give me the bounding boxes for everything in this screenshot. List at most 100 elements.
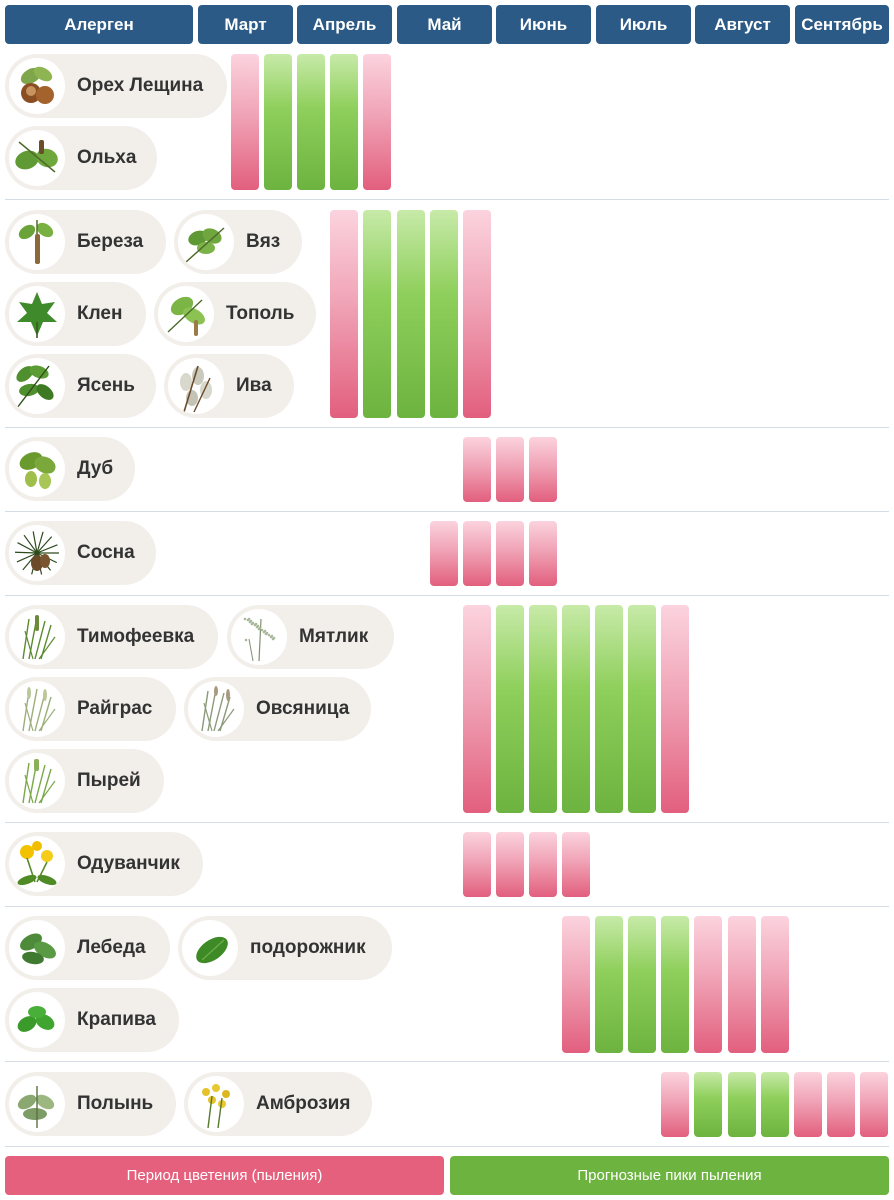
allergen-name: Ольха bbox=[77, 147, 137, 168]
allergen-name: Тополь bbox=[226, 303, 295, 324]
oak-icon bbox=[9, 441, 65, 497]
orache-icon bbox=[9, 920, 65, 976]
peak-bar bbox=[330, 54, 359, 190]
row-divider bbox=[5, 1061, 889, 1062]
bloom-bar bbox=[793, 1072, 822, 1137]
allergen-chip: Пырей bbox=[5, 749, 164, 813]
allergen-chip: Ольха bbox=[5, 126, 157, 190]
bloom-bar bbox=[694, 916, 723, 1053]
peak-bar bbox=[429, 210, 458, 418]
allergen-name: Полынь bbox=[77, 1093, 154, 1114]
allergen-chip: Дуб bbox=[5, 437, 135, 501]
column-header-7: Сентябрь bbox=[795, 5, 889, 44]
bloom-bar bbox=[462, 437, 491, 502]
allergen-name: Береза bbox=[77, 231, 144, 252]
peak-bar bbox=[363, 210, 392, 418]
bluegrass-icon bbox=[231, 609, 287, 665]
peak-bar bbox=[661, 916, 690, 1053]
ash-icon bbox=[9, 358, 65, 414]
row-divider bbox=[5, 427, 889, 428]
allergen-name: Сосна bbox=[77, 542, 135, 563]
bloom-bar bbox=[727, 916, 756, 1053]
column-header-3: Май bbox=[397, 5, 492, 44]
column-header-1: Март bbox=[198, 5, 293, 44]
birch-icon bbox=[9, 214, 65, 270]
peak-bar bbox=[264, 54, 293, 190]
allergen-chip: Орех Лещина bbox=[5, 54, 227, 118]
peak-bar bbox=[495, 605, 524, 813]
allergen-name: Крапива bbox=[77, 1009, 156, 1030]
allergen-name: Лебеда bbox=[77, 937, 146, 958]
allergen-name: Пырей bbox=[77, 770, 141, 791]
bloom-bar bbox=[562, 832, 590, 897]
allergen-chip: Лебеда bbox=[5, 916, 170, 980]
allergen-chip: Крапива bbox=[5, 988, 179, 1052]
legend-green: Прогнозные пики пыления bbox=[450, 1156, 889, 1195]
bloom-bar bbox=[528, 832, 557, 897]
allergen-chip: Амброзия bbox=[184, 1072, 372, 1136]
row-divider bbox=[5, 199, 889, 200]
allergen-name: Дуб bbox=[77, 458, 114, 479]
column-header-6: Август bbox=[695, 5, 790, 44]
hazelnut-icon bbox=[9, 58, 65, 114]
bloom-bar bbox=[363, 54, 392, 190]
row-divider bbox=[5, 595, 889, 596]
wormwood-icon bbox=[9, 1076, 65, 1132]
peak-bar bbox=[694, 1072, 723, 1137]
column-header-2: Апрель bbox=[297, 5, 392, 44]
allergen-chip: Тимофеевка bbox=[5, 605, 218, 669]
allergen-name: подорожник bbox=[250, 937, 366, 958]
bloom-bar bbox=[429, 521, 458, 586]
bloom-bar bbox=[661, 1072, 690, 1137]
peak-bar bbox=[760, 1072, 789, 1137]
column-header-5: Июль bbox=[596, 5, 691, 44]
allergen-chip: Клен bbox=[5, 282, 146, 346]
peak-bar bbox=[595, 605, 624, 813]
maple-icon bbox=[9, 286, 65, 342]
bloom-bar bbox=[562, 916, 590, 1053]
allergen-chip: Береза bbox=[5, 210, 166, 274]
allergen-name: Райграс bbox=[77, 698, 153, 719]
allergen-chip: Ясень bbox=[5, 354, 156, 418]
dandelion-icon bbox=[9, 836, 65, 892]
allergen-chip: Овсяница bbox=[184, 677, 371, 741]
bloom-bar bbox=[495, 437, 524, 502]
peak-bar bbox=[396, 210, 425, 418]
bloom-bar bbox=[231, 54, 259, 190]
bloom-bar bbox=[528, 437, 557, 502]
allergen-chip: Райграс bbox=[5, 677, 176, 741]
nettle-icon bbox=[9, 992, 65, 1048]
allergen-chip: Сосна bbox=[5, 521, 156, 585]
bloom-bar bbox=[462, 521, 491, 586]
allergen-chip: Тополь bbox=[154, 282, 316, 346]
peak-bar bbox=[727, 1072, 756, 1137]
peak-bar bbox=[628, 605, 657, 813]
bloom-bar bbox=[495, 832, 524, 897]
bloom-bar bbox=[495, 521, 524, 586]
allergen-name: Мятлик bbox=[299, 626, 369, 647]
allergen-chip: Полынь bbox=[5, 1072, 176, 1136]
bloom-bar bbox=[330, 210, 359, 418]
allergen-name: Тимофеевка bbox=[77, 626, 195, 647]
allergen-chip: Вяз bbox=[174, 210, 302, 274]
row-divider bbox=[5, 1146, 889, 1147]
timothy-grass-icon bbox=[9, 609, 65, 665]
willow-icon bbox=[168, 358, 224, 414]
legend-pink: Период цветения (пыления) bbox=[5, 1156, 444, 1195]
allergen-chip: Ива bbox=[164, 354, 294, 418]
bloom-bar bbox=[528, 521, 557, 586]
peak-bar bbox=[562, 605, 590, 813]
poplar-icon bbox=[158, 286, 214, 342]
bloom-bar bbox=[760, 916, 789, 1053]
allergen-name: Овсяница bbox=[256, 698, 350, 719]
allergen-chip: Одуванчик bbox=[5, 832, 203, 896]
row-divider bbox=[5, 511, 889, 512]
allergen-name: Ива bbox=[236, 375, 272, 396]
allergen-name: Амброзия bbox=[256, 1093, 351, 1114]
ragweed-icon bbox=[188, 1076, 244, 1132]
bloom-bar bbox=[826, 1072, 855, 1137]
plantain-icon bbox=[182, 920, 238, 976]
bloom-bar bbox=[462, 605, 491, 813]
couch-grass-icon bbox=[9, 753, 65, 809]
allergen-name: Орех Лещина bbox=[77, 75, 204, 96]
